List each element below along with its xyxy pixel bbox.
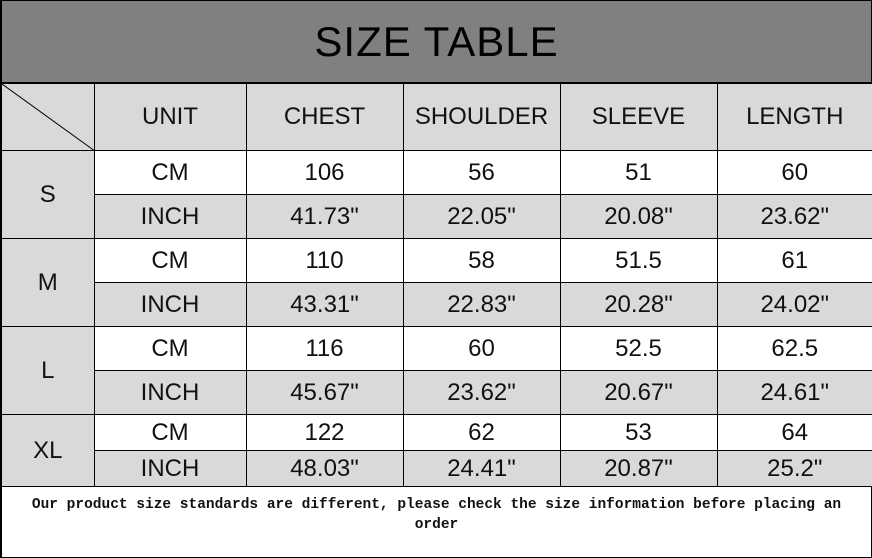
diagonal-corner-cell [2,83,95,151]
measurement-cell: 25.2" [716,450,872,487]
measurement-cell: 64 [716,414,872,451]
page-title: SIZE TABLE [2,1,871,83]
size-label: L [2,326,95,415]
table-row: XL CM 122 62 53 64 [2,414,872,487]
table-row: S CM 106 56 51 60 [2,150,872,239]
unit-label: CM [93,414,247,451]
table-row: INCH 41.73" 22.05" 20.08" 23.62" [2,194,872,239]
measurement-cell: 43.31" [245,282,404,327]
measurement-cell: 51.5 [559,238,718,283]
measurement-cell: 24.02" [716,282,872,327]
measurement-cell: 58 [402,238,561,283]
header-shoulder: SHOULDER [402,83,561,151]
size-label: S [2,150,95,239]
measurement-cell: 62 [402,414,561,451]
header-unit: UNIT [93,83,247,151]
measurement-cell: 122 [245,414,404,451]
size-disclaimer: Our product size standards are different… [31,497,842,533]
measurement-cell: 62.5 [716,326,872,371]
measurement-cell: 24.41" [402,450,561,487]
measurement-cell: 110 [245,238,404,283]
measurement-cell: 61 [716,238,872,283]
measurement-cell: 52.5 [559,326,718,371]
measurement-cell: 20.87" [559,450,718,487]
size-table: UNIT CHEST SHOULDER SLEEVE LENGTH S CM 106… [2,83,872,487]
measurement-cell: 24.61" [716,370,872,415]
measurement-cell: 23.62" [402,370,561,415]
measurement-cell: 60 [716,150,872,195]
header-row: UNIT CHEST SHOULDER SLEEVE LENGTH [2,83,872,151]
measurement-cell: 48.03" [245,450,404,487]
measurement-cell: 20.08" [559,194,718,239]
unit-label: INCH [94,194,247,239]
measurement-cell: 53 [559,414,718,451]
header-sleeve: SLEEVE [559,83,718,151]
measurement-cell: 45.67" [245,370,404,415]
unit-label: CM [93,326,247,371]
measurement-cell: 56 [402,150,561,195]
measurement-cell: 41.73" [245,194,404,239]
measurement-cell: 20.67" [559,370,718,415]
measurement-cell: 60 [402,326,561,371]
header-chest: CHEST [245,83,404,151]
size-label: XL [2,414,95,487]
size-label: M [2,238,95,327]
table-row: INCH 45.67" 23.62" 20.67" 24.61" [2,370,872,415]
unit-label: INCH [94,370,247,415]
table-row: M CM 110 58 51.5 61 [2,238,872,327]
measurement-cell: 23.62" [716,194,872,239]
unit-label: CM [93,238,247,283]
measurement-cell: 22.83" [402,282,561,327]
measurement-cell: 22.05" [402,194,561,239]
table-row: INCH 43.31" 22.83" 20.28" 24.02" [2,282,872,327]
measurement-cell: 20.28" [559,282,718,327]
measurement-cell: 51 [559,150,718,195]
measurement-cell: 106 [245,150,404,195]
header-length: LENGTH [716,83,872,151]
unit-label: INCH [94,450,247,487]
table-row: L CM 116 60 52.5 62.5 [2,326,872,415]
unit-label: INCH [94,282,247,327]
table-row: INCH 48.03" 24.41" 20.87" 25.2" [2,450,872,487]
unit-label: CM [93,150,247,195]
measurement-cell: 116 [245,326,404,371]
